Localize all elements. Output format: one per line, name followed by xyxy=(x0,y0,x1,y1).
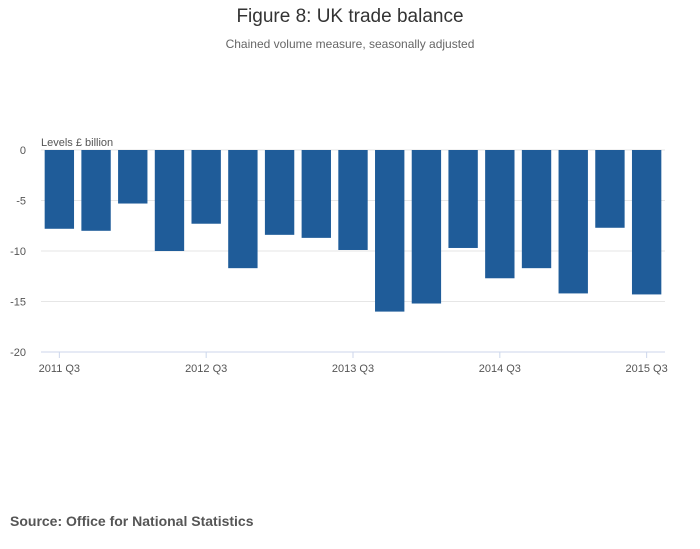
bar xyxy=(81,150,111,231)
source-note: Source: Office for National Statistics xyxy=(10,513,254,529)
bar xyxy=(191,150,221,224)
bar xyxy=(411,150,442,304)
y-tick-label: -10 xyxy=(10,246,26,258)
axes: 0 -5 -10 -15 -20 2011 Q3 2012 Q3 2013 Q3 2014 Q3… xyxy=(10,145,668,375)
y-tick-label: -20 xyxy=(10,347,26,359)
bar xyxy=(154,150,185,251)
x-tick-label: 2012 Q3 xyxy=(185,363,227,375)
y-tick-label: 0 xyxy=(20,145,26,157)
x-tick-label: 2014 Q3 xyxy=(479,363,521,375)
bar xyxy=(448,150,478,248)
x-tick-label: 2013 Q3 xyxy=(332,363,374,375)
bar xyxy=(44,150,75,229)
bar xyxy=(264,150,295,235)
chart-subtitle: Chained volume measure, seasonally adjus… xyxy=(225,37,475,51)
y-axis-unit-label: Levels £ billion xyxy=(41,137,113,149)
y-tick-label: -5 xyxy=(16,196,26,208)
bar xyxy=(228,150,258,269)
bar xyxy=(375,150,405,312)
bar xyxy=(595,150,625,228)
x-tick-label: 2011 Q3 xyxy=(39,363,80,375)
chart-title: Figure 8: UK trade balance xyxy=(236,6,464,27)
bar xyxy=(485,150,515,279)
bar xyxy=(118,150,148,204)
bar xyxy=(521,150,552,269)
bar xyxy=(631,150,662,295)
bar xyxy=(558,150,588,294)
bars xyxy=(44,150,662,312)
x-tick-label: 2015 Q3 xyxy=(626,363,668,375)
bar xyxy=(301,150,331,238)
bar xyxy=(338,150,368,250)
y-tick-label: -15 xyxy=(10,297,26,309)
